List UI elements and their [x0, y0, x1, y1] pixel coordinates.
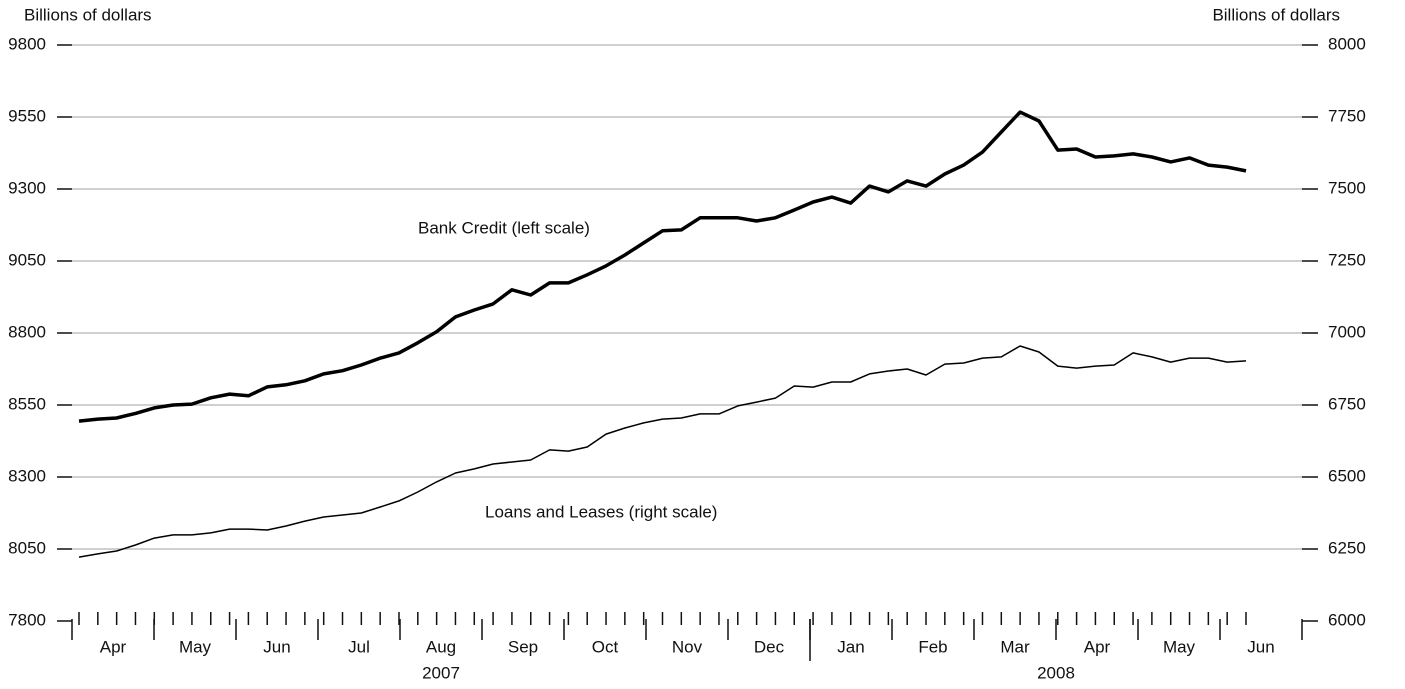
y2-tick-label: 7500 [1328, 178, 1366, 197]
y2-tick-label: 6000 [1328, 610, 1366, 629]
x-tick-label: Jul [348, 637, 370, 656]
x-tick-label: May [1163, 637, 1196, 656]
y2-tick-label: 7750 [1328, 106, 1366, 125]
year-label: 2007 [422, 663, 460, 682]
series-label: Loans and Leases (right scale) [485, 502, 717, 521]
y-tick-label: 9550 [8, 106, 46, 125]
series-line [78, 110, 1247, 423]
y2-tick-label: 7250 [1328, 250, 1366, 269]
x-tick-label: Sep [508, 637, 538, 656]
y-tick-label: 7800 [8, 610, 46, 629]
x-tick-label: Aug [426, 637, 456, 656]
y-tick-label: 8550 [8, 394, 46, 413]
x-tick-label: Oct [592, 637, 619, 656]
x-tick-label: Apr [100, 637, 127, 656]
series-line [78, 345, 1247, 558]
y2-tick-label: 8000 [1328, 34, 1366, 53]
x-tick-label: Dec [754, 637, 785, 656]
x-tick-label: Jan [837, 637, 864, 656]
series-label: Bank Credit (left scale) [418, 218, 590, 237]
y-axis-title: Billions of dollars [24, 5, 152, 24]
y2-tick-label: 7000 [1328, 322, 1366, 341]
x-tick-label: Apr [1084, 637, 1111, 656]
y2-tick-label: 6250 [1328, 538, 1366, 557]
x-tick-label: Jun [1247, 637, 1274, 656]
x-tick-label: Mar [1000, 637, 1030, 656]
x-tick-label: May [179, 637, 212, 656]
x-tick-label: Nov [672, 637, 703, 656]
y2-tick-label: 6750 [1328, 394, 1366, 413]
y-tick-label: 8800 [8, 322, 46, 341]
y-tick-label: 8050 [8, 538, 46, 557]
year-label: 2008 [1037, 663, 1075, 682]
x-tick-label: Jun [263, 637, 290, 656]
y2-tick-label: 6500 [1328, 466, 1366, 485]
y2-axis-title: Billions of dollars [1212, 5, 1340, 24]
y-tick-label: 9050 [8, 250, 46, 269]
y-tick-label: 9800 [8, 34, 46, 53]
y-tick-label: 8300 [8, 466, 46, 485]
y-tick-label: 9300 [8, 178, 46, 197]
x-tick-label: Feb [918, 637, 947, 656]
